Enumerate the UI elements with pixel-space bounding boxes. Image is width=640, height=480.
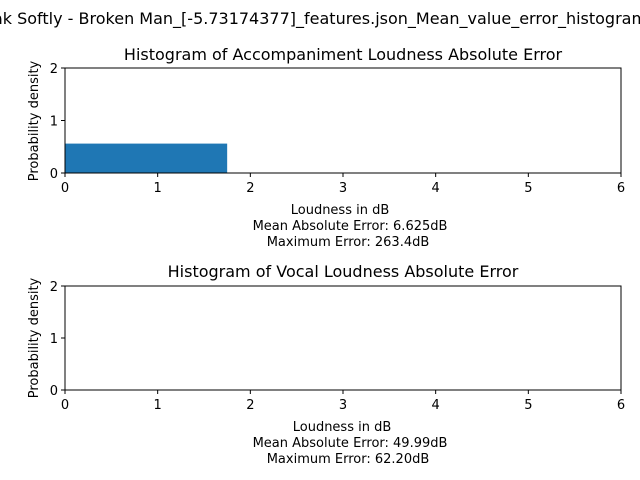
- figure-suptitle: ak Softly - Broken Man_[-5.73174377]_fea…: [0, 9, 640, 28]
- subplot-1-bars: [65, 143, 228, 173]
- y-tick-label: 1: [50, 115, 58, 130]
- subplot-1-title: Histogram of Accompaniment Loudness Abso…: [124, 45, 563, 64]
- y-tick-label: 0: [50, 167, 58, 182]
- x-tick-label: 1: [154, 398, 162, 413]
- x-tick-label: 4: [432, 181, 440, 196]
- x-tick-label: 3: [339, 181, 347, 196]
- x-tick-label: 6: [617, 398, 625, 413]
- subplot-1-y-ticks: 0 1 2: [50, 62, 65, 182]
- x-tick-label: 5: [524, 398, 532, 413]
- subplot-2-x-ticks: 0 1 2 3 4 5 6: [61, 390, 625, 413]
- subplot-1-xlabel: Loudness in dB: [291, 203, 390, 218]
- y-tick-label: 1: [50, 332, 58, 347]
- x-tick-label: 1: [154, 181, 162, 196]
- x-tick-label: 2: [246, 181, 254, 196]
- y-tick-label: 0: [50, 384, 58, 399]
- subplot-2-ylabel: Probability density: [27, 277, 42, 398]
- subplot-2-y-ticks: 0 1 2: [50, 280, 65, 399]
- subplot-1-ylabel: Probability density: [27, 60, 42, 181]
- y-tick-label: 2: [50, 280, 58, 295]
- x-tick-label: 4: [432, 398, 440, 413]
- x-tick-label: 6: [617, 181, 625, 196]
- subplot-2-xlabel: Loudness in dB: [293, 420, 392, 435]
- histogram-bar-0-0: [65, 143, 228, 173]
- x-tick-label: 3: [339, 398, 347, 413]
- subplot-1-x-ticks: 0 1 2 3 4 5 6: [61, 173, 625, 196]
- subplot-accompaniment: Histogram of Accompaniment Loudness Abso…: [27, 45, 625, 250]
- x-tick-label: 2: [246, 398, 254, 413]
- subplot-1-max-note: Maximum Error: 263.4dB: [267, 235, 430, 250]
- subplot-2-title: Histogram of Vocal Loudness Absolute Err…: [168, 262, 519, 281]
- subplot-vocal: Histogram of Vocal Loudness Absolute Err…: [27, 262, 625, 467]
- subplot-2-axes-frame: [64, 285, 622, 391]
- subplot-1-mae-note: Mean Absolute Error: 6.625dB: [253, 219, 448, 234]
- x-tick-label: 5: [524, 181, 532, 196]
- subplot-2-mae-note: Mean Absolute Error: 49.99dB: [253, 436, 448, 451]
- y-tick-label: 2: [50, 62, 58, 77]
- x-tick-label: 0: [61, 398, 69, 413]
- x-tick-label: 0: [61, 181, 69, 196]
- subplot-2-max-note: Maximum Error: 62.20dB: [267, 452, 430, 467]
